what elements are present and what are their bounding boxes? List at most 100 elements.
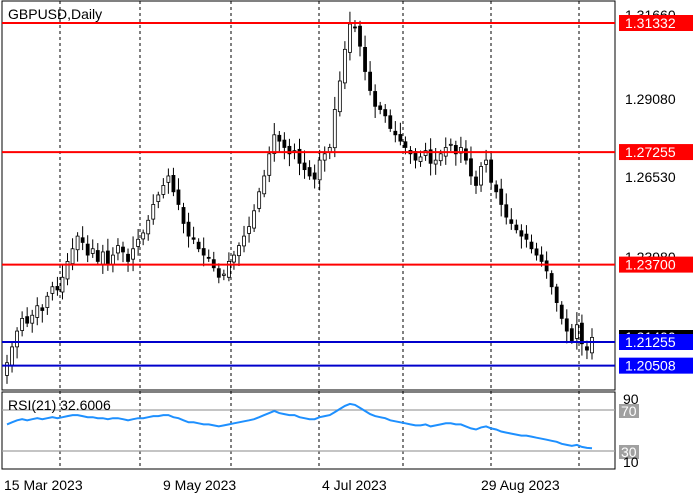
candle-bearish xyxy=(85,243,90,256)
candle-bullish xyxy=(590,337,594,354)
candle-bearish xyxy=(80,237,85,243)
candle-bearish xyxy=(368,71,373,91)
rsi-axis: 90 70 30 10 xyxy=(619,391,639,470)
candle-bearish xyxy=(494,184,499,193)
candle-bearish xyxy=(373,91,378,107)
price-level-label: 1.20508 xyxy=(625,358,676,374)
candle-bullish xyxy=(237,245,241,257)
candle-bearish xyxy=(312,172,317,180)
rsi-overbought-badge xyxy=(619,404,639,418)
candle-bearish xyxy=(524,233,529,240)
candle-bearish xyxy=(287,145,292,155)
candle-bearish xyxy=(489,159,494,183)
candle-bearish xyxy=(95,250,100,262)
candle-bullish xyxy=(252,210,257,229)
candle-bearish xyxy=(544,260,549,272)
candle-bearish xyxy=(171,175,176,193)
candle-bullish xyxy=(65,261,70,280)
price-level-label: 1.31332 xyxy=(625,15,676,31)
price-tick-label: 1.29080 xyxy=(625,91,676,107)
candle-bearish xyxy=(201,248,206,256)
rsi-title: RSI(21) 32.6006 xyxy=(8,397,111,413)
candle-bearish xyxy=(509,219,514,224)
candle-bullish xyxy=(90,248,95,254)
candle-bullish xyxy=(317,159,322,181)
candle-bearish xyxy=(126,253,130,262)
candle-bullish xyxy=(221,273,226,276)
candle-bullish xyxy=(10,346,14,366)
time-axis: 15 Mar 2023 9 May 2023 4 Jul 2023 29 Aug… xyxy=(4,477,560,493)
candle-bearish xyxy=(186,221,191,237)
candle-bullish xyxy=(574,324,579,339)
candle-bearish xyxy=(55,286,60,291)
price-tick-label: 1.26530 xyxy=(625,169,676,185)
candle-bearish xyxy=(105,250,110,266)
candle-bearish xyxy=(297,148,302,164)
candle-bullish xyxy=(267,153,272,176)
candle-bullish xyxy=(337,80,342,113)
time-tick-label: 29 Aug 2023 xyxy=(481,477,560,493)
candle-bullish xyxy=(484,159,488,165)
candle-bearish xyxy=(464,148,468,161)
symbol-title: GBPUSD,Daily xyxy=(8,6,102,22)
candle-bullish xyxy=(75,235,80,251)
candle-bullish xyxy=(166,175,171,183)
candle-bullish xyxy=(161,185,166,195)
candle-bearish xyxy=(474,176,478,186)
candle-bullish xyxy=(348,23,352,53)
candle-bullish xyxy=(342,48,347,84)
candle-bullish xyxy=(116,245,120,254)
candle-bearish xyxy=(302,162,307,171)
candle-bullish xyxy=(433,159,438,165)
candle-bullish xyxy=(5,362,9,376)
candlestick-series xyxy=(5,11,594,384)
candle-bullish xyxy=(70,248,75,265)
candle-bullish xyxy=(111,254,115,266)
candle-bullish xyxy=(418,156,423,162)
time-tick-label: 15 Mar 2023 xyxy=(4,477,83,493)
candle-bullish xyxy=(136,238,141,247)
time-tick-label: 9 May 2023 xyxy=(163,477,236,493)
candle-bearish xyxy=(519,230,524,237)
candle-bullish xyxy=(100,251,105,265)
rsi-oversold-badge xyxy=(619,445,639,459)
candle-bearish xyxy=(282,139,287,148)
candle-bearish xyxy=(176,189,181,205)
candle-bearish xyxy=(25,316,30,324)
candle-bullish xyxy=(50,286,55,294)
candle-bullish xyxy=(30,314,35,324)
candle-bearish xyxy=(363,47,367,72)
candle-bearish xyxy=(206,256,211,259)
price-level-badge xyxy=(619,256,693,273)
candle-bullish xyxy=(423,150,428,156)
candle-bullish xyxy=(131,248,135,260)
candle-bullish xyxy=(141,232,146,240)
price-level-label: 1.27255 xyxy=(625,144,676,160)
candle-bearish xyxy=(353,26,357,29)
candle-bearish xyxy=(514,224,519,231)
rsi-tick-label: 70 xyxy=(621,403,637,419)
rsi-tick-label: 90 xyxy=(623,391,639,407)
candle-bullish xyxy=(438,153,443,162)
candle-bullish xyxy=(272,134,277,154)
candle-bearish xyxy=(216,268,221,278)
price-level-badge xyxy=(619,334,693,350)
candle-bullish xyxy=(262,175,267,195)
candle-bullish xyxy=(332,109,337,149)
rsi-line xyxy=(6,402,593,450)
candle-bullish xyxy=(257,191,262,209)
price-level-label: 1.21255 xyxy=(625,334,676,350)
candle-bearish xyxy=(554,286,559,303)
candle-bearish xyxy=(539,254,544,262)
candle-bearish xyxy=(585,346,589,351)
candle-bearish xyxy=(388,115,393,129)
candle-bullish xyxy=(242,235,246,247)
candle-bearish xyxy=(196,241,201,250)
candle-bearish xyxy=(393,130,398,136)
candle-bearish xyxy=(499,188,504,205)
candle-bullish xyxy=(479,166,483,186)
candle-bearish xyxy=(398,134,403,142)
price-panel-frame xyxy=(1,0,616,391)
rsi-tick-label: 10 xyxy=(623,454,639,470)
